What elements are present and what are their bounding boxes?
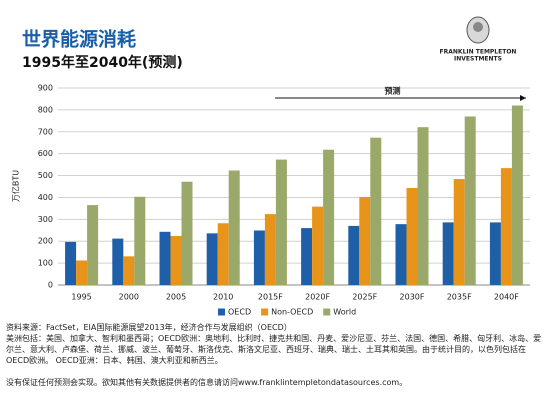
logo-text: FRANKLIN TEMPLETON <box>440 49 517 56</box>
legend-label: Non-OECD <box>271 308 313 317</box>
bar <box>123 256 135 285</box>
y-axis-label: 万亿BTU <box>11 170 21 202</box>
y-tick-label: 800 <box>38 105 53 114</box>
bar <box>134 196 146 285</box>
footnote: 没有保证任何预测会实现。欲知其他有关数据提供者的信息请访问www.frankli… <box>6 378 408 387</box>
x-tick-label: 2030F <box>400 293 425 302</box>
bar <box>464 116 476 285</box>
y-tick-label: 300 <box>38 215 53 224</box>
logo-face <box>473 22 483 32</box>
bar <box>112 238 124 285</box>
x-tick-label: 1995 <box>71 293 91 302</box>
bar <box>253 230 265 285</box>
y-tick-label: 900 <box>38 84 53 93</box>
x-tick-label: 2025F <box>352 293 377 302</box>
bar <box>301 228 313 285</box>
legend-swatch <box>261 308 269 316</box>
bar <box>264 214 276 285</box>
x-tick-label: 2040F <box>494 293 519 302</box>
bar <box>417 127 429 285</box>
bar <box>406 188 418 285</box>
x-tick-label: 2020F <box>305 293 330 302</box>
legend-label: World <box>333 308 356 317</box>
bar <box>500 168 512 285</box>
bar <box>206 233 218 285</box>
chart: 世界能源消耗 1995年至2040年(预测) FRANKLIN TEMPLETO… <box>11 16 530 317</box>
y-tick-label: 0 <box>48 281 53 290</box>
x-tick-label: 2000 <box>119 293 139 302</box>
bar <box>275 159 287 285</box>
bar <box>76 260 88 285</box>
bar <box>348 225 360 285</box>
chart-title: 世界能源消耗 <box>22 28 136 51</box>
bar <box>395 224 407 285</box>
bar <box>489 222 501 285</box>
x-tick-label: 2035F <box>447 293 472 302</box>
bar <box>370 137 382 285</box>
bar <box>170 235 182 285</box>
bar <box>323 149 335 285</box>
annotation: 预测 <box>385 86 401 96</box>
bar <box>217 223 229 285</box>
x-tick-label: 2005 <box>166 293 186 302</box>
x-tick-label: 2015F <box>258 293 283 302</box>
footnotes: 资料来源：FactSet，EIA国际能源展望2013年，经济合作与发展组织（OE… <box>6 322 544 388</box>
legend-swatch <box>323 308 331 316</box>
logo-text: INVESTMENTS <box>454 56 502 63</box>
y-tick-label: 700 <box>38 127 53 136</box>
y-tick-label: 400 <box>38 193 53 202</box>
y-tick-label: 100 <box>38 259 53 268</box>
bar <box>453 179 465 285</box>
bar <box>65 241 77 285</box>
legend-swatch <box>218 308 225 316</box>
bar <box>359 197 371 285</box>
bar <box>442 222 454 285</box>
y-tick-label: 200 <box>38 237 53 246</box>
bar <box>159 231 171 285</box>
chart-subtitle: 1995年至2040年(预测) <box>22 54 183 71</box>
bar <box>228 170 240 285</box>
bar <box>181 181 193 285</box>
annotation-arrowhead <box>520 95 526 101</box>
footnote: 资料来源：FactSet，EIA国际能源展望2013年，经济合作与发展组织（OE… <box>6 323 292 332</box>
legend-label: OECD <box>228 308 251 317</box>
bar <box>312 206 324 285</box>
y-tick-label: 500 <box>38 171 53 180</box>
bar <box>511 105 523 285</box>
x-tick-label: 2010 <box>213 293 233 302</box>
bar <box>87 205 99 285</box>
y-tick-label: 600 <box>38 149 53 158</box>
footnote: 美洲包括：美国、加拿大、智利和墨西哥；OECD欧洲：奥地利、比利时、捷克共和国、… <box>6 334 542 365</box>
